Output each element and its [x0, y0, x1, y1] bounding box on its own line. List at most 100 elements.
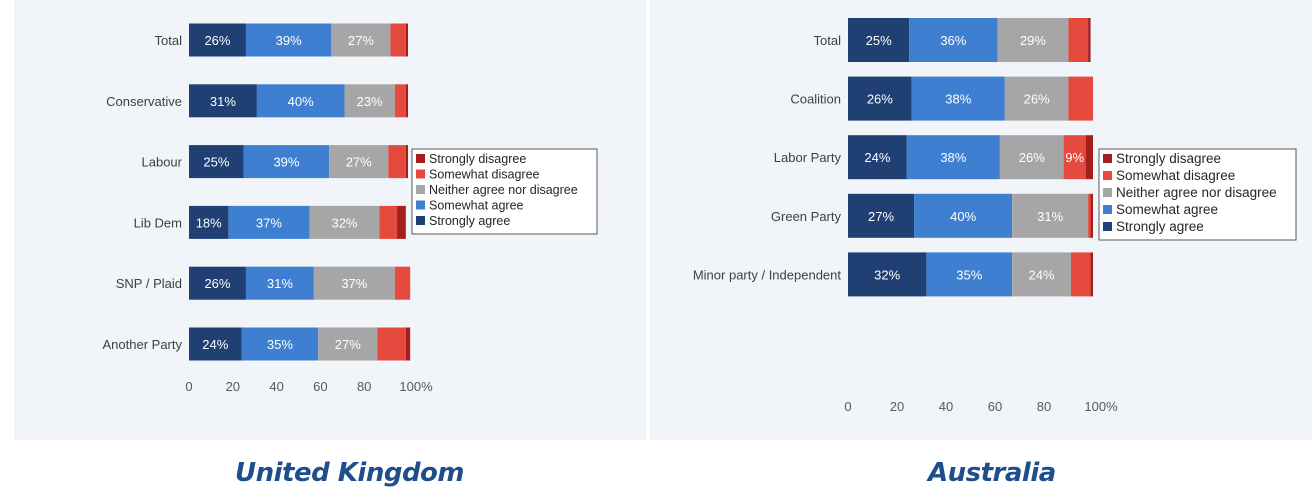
legend-swatch-neither-agree-nor-disagree — [416, 185, 425, 194]
data-label: 31% — [210, 94, 236, 109]
x-tick-label: 20 — [226, 379, 240, 394]
data-label: 35% — [956, 267, 982, 282]
bar-segment-strongly-agree — [189, 266, 246, 300]
data-label: 36% — [940, 33, 966, 48]
legend-swatch-strongly-agree — [416, 216, 425, 225]
data-label: 38% — [945, 92, 971, 107]
bar-segment-strongly-disagree — [1090, 252, 1093, 297]
data-label: 29% — [1020, 33, 1046, 48]
bar-segment-somewhat-disagree — [1068, 18, 1089, 62]
bar-segment-somewhat-disagree — [390, 23, 406, 57]
x-tick-label: 100% — [399, 379, 433, 394]
bar-segment-strongly-disagree — [405, 145, 408, 179]
x-tick-label: 100% — [1084, 399, 1118, 414]
bar-segment-somewhat-disagree — [377, 327, 406, 361]
category-label: Labor Party — [774, 150, 842, 165]
data-label: 37% — [256, 215, 282, 230]
bar-segment-neither-agree-nor-disagree — [309, 205, 380, 239]
data-label: 24% — [1029, 267, 1055, 282]
bar-segment-somewhat-agree — [245, 23, 332, 57]
category-label: Total — [814, 33, 842, 48]
bar-segment-strongly-disagree — [405, 84, 408, 118]
bar-segment-strongly-agree — [189, 145, 244, 179]
legend-swatch-somewhat-agree — [416, 200, 425, 210]
x-tick-label: 40 — [939, 399, 953, 414]
bar-segment-somewhat-disagree — [388, 145, 406, 179]
bar-segment-strongly-disagree — [397, 205, 406, 239]
legend-label: Neither agree nor disagree — [429, 183, 578, 197]
x-tick-label: 20 — [890, 399, 904, 414]
legend-frame — [411, 148, 598, 235]
bar-segment-strongly-disagree — [1088, 18, 1091, 62]
legend-swatch-neither-agree-nor-disagree — [1103, 188, 1112, 197]
legend-label: Somewhat disagree — [1116, 168, 1235, 183]
x-tick-label: 60 — [313, 379, 327, 394]
legend-swatch-strongly-disagree — [1103, 154, 1112, 163]
bar-segment-neither-agree-nor-disagree — [331, 23, 391, 57]
legend-label: Strongly agree — [1116, 219, 1204, 234]
bar-segment-neither-agree-nor-disagree — [329, 145, 389, 179]
legend-label: Somewhat agree — [1116, 202, 1218, 217]
bar-segment-somewhat-agree — [926, 252, 1013, 297]
bar-segment-neither-agree-nor-disagree — [997, 18, 1069, 62]
legend: Strongly disagree Somewhat disagreeNeithe… — [411, 148, 598, 235]
legend-label: Strongly disagree — [429, 152, 526, 166]
data-label: 37% — [341, 276, 367, 291]
category-label: Labour — [142, 155, 183, 170]
bar-segment-somewhat-agree — [256, 84, 345, 118]
chart-panel-australia: Total 25% 36% 29% Coalition 26% 38% 26% Labor Pa… — [650, 0, 1312, 440]
legend-frame — [1098, 148, 1297, 241]
x-tick-label: 80 — [1037, 399, 1051, 414]
data-label: 39% — [273, 155, 299, 170]
data-label: 24% — [202, 337, 228, 352]
bar-segment-neither-agree-nor-disagree — [318, 327, 378, 361]
data-label: 26% — [867, 92, 893, 107]
chart-panel-united-kingdom: Total 26% 39% 27% Conservative 31% 40% 23% Labou… — [14, 0, 646, 440]
bar-segment-somewhat-disagree — [1070, 252, 1091, 297]
bar-segment-somewhat-disagree — [379, 205, 398, 239]
bar-segment-somewhat-disagree — [1088, 193, 1091, 238]
legend-swatch-strongly-agree — [1103, 222, 1112, 231]
bar-segment-neither-agree-nor-disagree — [999, 135, 1064, 180]
data-label: 25% — [203, 155, 229, 170]
data-label: 39% — [276, 33, 302, 48]
x-tick-label: 0 — [844, 399, 851, 414]
category-label: Total — [155, 33, 183, 48]
category-label: SNP / Plaid — [116, 276, 182, 291]
bar-segment-somewhat-disagree — [1063, 135, 1086, 180]
bar-segment-neither-agree-nor-disagree — [344, 84, 395, 118]
data-label: 23% — [357, 94, 383, 109]
data-label: 9% — [1065, 150, 1084, 165]
bar-segment-strongly-disagree — [405, 327, 411, 361]
category-label: Green Party — [771, 209, 842, 224]
bar-segment-somewhat-disagree — [394, 84, 406, 118]
legend-swatch-somewhat-agree — [1103, 205, 1112, 214]
category-label: Lib Dem — [134, 215, 182, 230]
x-tick-label: 60 — [988, 399, 1002, 414]
bar-segment-strongly-agree — [189, 23, 246, 57]
data-label: 27% — [868, 209, 894, 224]
bar-segment-somewhat-agree — [909, 18, 998, 62]
legend-label: Neither agree nor disagree — [1116, 185, 1277, 200]
x-tick-label: 80 — [357, 379, 371, 394]
bar-segment-somewhat-agree — [228, 205, 310, 239]
data-label: 40% — [950, 209, 976, 224]
bar-segment-strongly-agree — [848, 76, 912, 121]
category-label: Conservative — [106, 94, 182, 109]
bar-segment-somewhat-agree — [914, 193, 1013, 238]
data-label: 26% — [204, 276, 230, 291]
x-tick-label: 0 — [185, 379, 192, 394]
caption-united-kingdom: United Kingdom — [235, 458, 465, 488]
bar-segment-neither-agree-nor-disagree — [1012, 193, 1089, 238]
bar-segment-strongly-agree — [848, 193, 915, 238]
data-label: 27% — [346, 155, 372, 170]
data-label: 31% — [1037, 209, 1063, 224]
category-label: Another Party — [103, 337, 183, 352]
bar-segment-strongly-agree — [848, 135, 907, 180]
legend-label: Strongly agree — [429, 214, 510, 228]
data-label: 24% — [864, 150, 890, 165]
bar-segment-strongly-disagree — [1085, 135, 1093, 180]
bar-segment-somewhat-agree — [245, 266, 314, 300]
data-label: 27% — [348, 33, 374, 48]
